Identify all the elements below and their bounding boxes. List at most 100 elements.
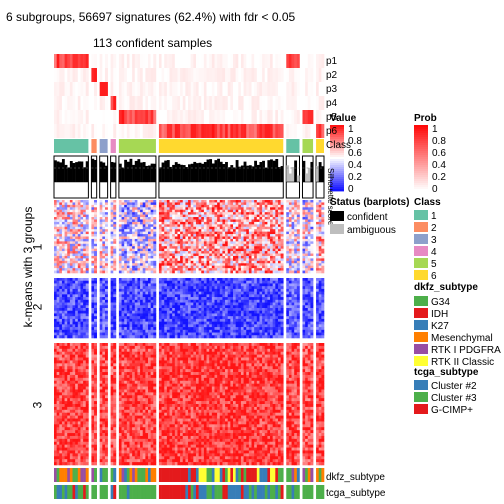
heatmap-cell [102, 329, 106, 333]
heatmap-cell [99, 258, 103, 262]
heatmap-cell [310, 207, 314, 211]
heatmap-cell [217, 268, 221, 271]
prob-cell [310, 124, 314, 138]
heatmap-cell [145, 299, 149, 303]
heatmap-cell [211, 260, 215, 264]
heatmap-cell [118, 324, 122, 328]
heatmap-cell [56, 286, 60, 290]
heatmap-cell [240, 204, 244, 208]
heatmap-cell [102, 236, 106, 240]
heatmap-cell [64, 316, 68, 320]
heatmap-cell [227, 302, 231, 306]
heatmap-cell [288, 248, 292, 252]
heatmap-cell [124, 294, 128, 298]
heatmap-cell [214, 226, 218, 230]
heatmap-cell [158, 280, 162, 284]
heatmap-cell [190, 263, 194, 266]
prob-cell [182, 124, 186, 138]
heatmap-cell [203, 226, 207, 230]
heatmap-cell [75, 308, 79, 312]
heatmap-cell [195, 305, 199, 309]
heatmap-cell [72, 260, 76, 264]
prob-cell [113, 54, 117, 68]
heatmap-cell [280, 204, 284, 208]
heatmap-cell [264, 278, 268, 282]
heatmap-cell [126, 212, 130, 215]
heatmap-cell [102, 308, 106, 312]
heatmap-cell [69, 291, 73, 295]
heatmap-cell [209, 302, 213, 306]
class-cell [302, 139, 314, 153]
heatmap-cell [180, 231, 184, 235]
heatmap-cell [286, 231, 290, 235]
heatmap-cell [59, 283, 63, 287]
heatmap-cell [85, 221, 89, 225]
heatmap-cell [75, 321, 79, 325]
prob-cell [91, 68, 95, 82]
heatmap-cell [67, 241, 71, 245]
heatmap-cell [307, 248, 311, 252]
heatmap-cell [294, 204, 298, 208]
heatmap-cell [172, 283, 176, 287]
heatmap-cell [142, 327, 146, 331]
heatmap-cell [256, 231, 260, 235]
heatmap-cell [158, 308, 162, 312]
prob-cell [166, 96, 170, 110]
heatmap-cell [102, 291, 106, 295]
heatmap-cell [164, 291, 168, 295]
heatmap-cell [288, 270, 292, 274]
prob-cell [238, 124, 242, 138]
heatmap-cell [321, 246, 325, 249]
heatmap-cell [198, 243, 202, 247]
heatmap-cell [209, 226, 213, 230]
heatmap-cell [145, 286, 149, 290]
heatmap-cell [75, 280, 79, 284]
heatmap-cell [142, 202, 146, 206]
heatmap-cell [240, 255, 244, 259]
heatmap-cell [264, 302, 268, 306]
heatmap-cell [206, 263, 210, 266]
heatmap-cell [91, 238, 95, 242]
prob-cell [158, 96, 162, 110]
heatmap-cell [145, 291, 149, 295]
heatmap-cell [259, 302, 263, 306]
heatmap-cell [121, 318, 125, 322]
silhouette-bar [230, 165, 234, 182]
heatmap-cell [83, 221, 87, 225]
silhouette-bar [262, 160, 265, 182]
heatmap-cell [67, 243, 71, 247]
heatmap-cell [182, 263, 186, 266]
prob-cell [64, 68, 68, 82]
heatmap-cell [296, 214, 300, 218]
prob-cell [94, 124, 97, 138]
prob-cell [259, 82, 263, 96]
heatmap-cell [214, 310, 218, 314]
heatmap-cell [169, 294, 173, 298]
heatmap-cell [316, 219, 320, 223]
silhouette-bar [211, 163, 215, 182]
heatmap-cell [67, 329, 71, 333]
heatmap-cell [203, 243, 207, 247]
heatmap-cell [259, 310, 263, 314]
heatmap-cell [240, 283, 244, 287]
heatmap-cell [272, 283, 276, 287]
heatmap-cell [296, 265, 300, 269]
heatmap-cell [225, 236, 229, 240]
heatmap-cell [251, 248, 255, 252]
heatmap-cell [307, 202, 311, 206]
heatmap-cell [75, 200, 79, 203]
prob-cell [193, 54, 197, 68]
heatmap-cell [67, 248, 71, 252]
heatmap-cell [102, 202, 106, 206]
heatmap-cell [193, 288, 197, 292]
heatmap-cell [227, 207, 231, 211]
heatmap-cell [158, 248, 162, 252]
heatmap-cell [118, 308, 122, 312]
heatmap-cell [161, 288, 165, 292]
heatmap-cell [209, 231, 213, 235]
heatmap-cell [142, 332, 146, 336]
heatmap-cell [190, 234, 194, 237]
prob-cell [310, 96, 314, 110]
heatmap-cell [153, 209, 157, 213]
